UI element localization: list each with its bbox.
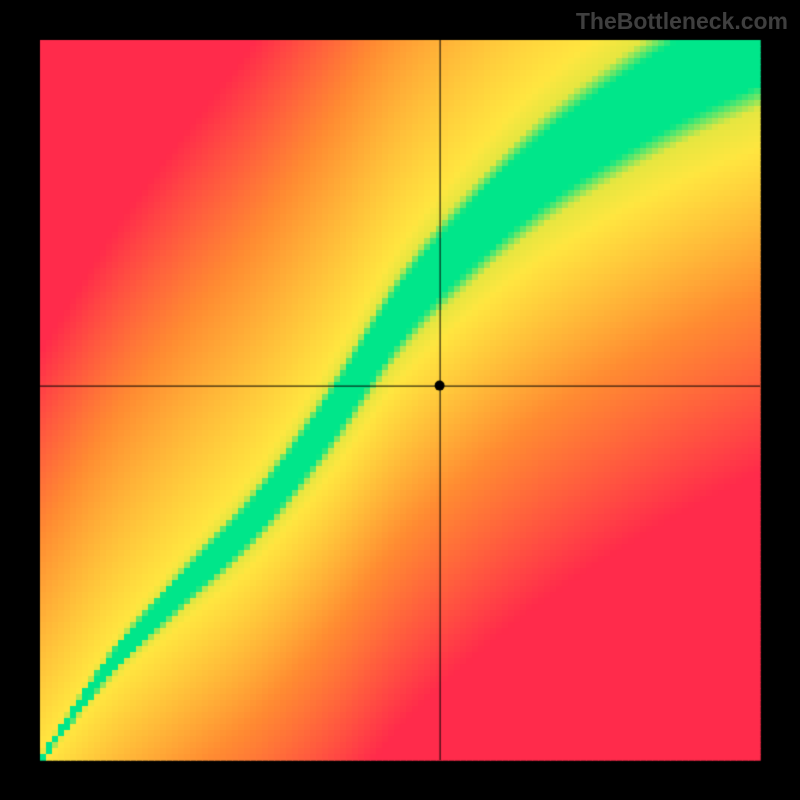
- heatmap-canvas: [0, 0, 800, 800]
- watermark-text: TheBottleneck.com: [576, 8, 788, 35]
- chart-container: TheBottleneck.com: [0, 0, 800, 800]
